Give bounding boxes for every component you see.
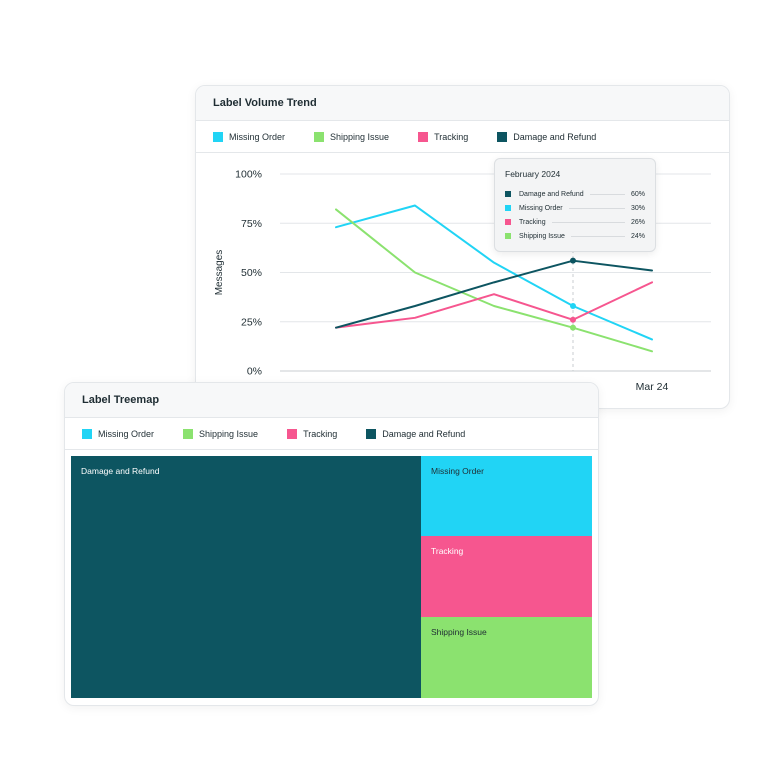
legend-item-damage-and-refund[interactable]: Damage and Refund: [497, 131, 597, 142]
treemap-card-title: Label Treemap: [65, 383, 598, 418]
legend-label: Tracking: [434, 131, 469, 142]
y-tick-label: 75%: [241, 218, 262, 230]
treemap-cell-shipping-issue[interactable]: Shipping Issue: [421, 617, 592, 698]
legend-item-damage-and-refund[interactable]: Damage and Refund: [366, 428, 466, 439]
treemap-cell-label: Damage and Refund: [81, 466, 160, 476]
data-point: [570, 302, 576, 309]
legend-swatch: [366, 428, 377, 439]
series-line: [335, 208, 653, 353]
data-point: [570, 316, 576, 323]
legend-label: Shipping Issue: [199, 428, 259, 439]
treemap: Damage and Refund Missing Order Tracking…: [71, 456, 592, 698]
chart-tooltip: February 2024 Damage and Refund 60% Miss…: [494, 158, 656, 252]
tooltip-value: 30%: [630, 204, 645, 212]
treemap-cell-label: Missing Order: [431, 466, 484, 476]
treemap-cell-tracking[interactable]: Tracking: [421, 536, 592, 617]
treemap-legend: Missing Order Shipping Issue Tracking Da…: [65, 418, 598, 450]
y-tick-label: 25%: [241, 316, 262, 328]
tooltip-value: 60%: [630, 190, 645, 198]
series-line: [335, 204, 653, 341]
trend-card-title: Label Volume Trend: [196, 86, 729, 121]
tooltip-title: February 2024: [505, 169, 561, 179]
y-tick-label: 50%: [241, 267, 262, 279]
treemap-cell-label: Shipping Issue: [431, 627, 487, 637]
legend-label: Missing Order: [98, 428, 155, 439]
tooltip-series-name: Damage and Refund: [519, 190, 584, 198]
treemap-cell-damage-and-refund[interactable]: Damage and Refund: [71, 456, 421, 698]
tooltip-leader-line: [568, 207, 625, 209]
legend-label: Shipping Issue: [330, 131, 390, 142]
y-tick-label: 0%: [247, 366, 262, 378]
tooltip-row: Shipping Issue 24%: [495, 229, 655, 243]
legend-item-missing-order[interactable]: Missing Order: [213, 131, 286, 142]
series-line: [335, 281, 653, 329]
label-volume-trend-card: Label Volume Trend Missing Order Shippin…: [195, 85, 730, 409]
legend-item-shipping-issue[interactable]: Shipping Issue: [183, 428, 259, 439]
legend-label: Damage and Refund: [382, 428, 466, 439]
legend-item-shipping-issue[interactable]: Shipping Issue: [314, 131, 390, 142]
tooltip-row: Missing Order 30%: [495, 201, 655, 215]
data-point: [570, 324, 576, 331]
tooltip-leader-line: [589, 193, 625, 195]
tooltip-row: Tracking 26%: [495, 215, 655, 229]
legend-label: Damage and Refund: [513, 131, 597, 142]
trend-legend: Missing Order Shipping Issue Tracking Da…: [196, 121, 729, 153]
tooltip-value: 24%: [630, 232, 645, 240]
legend-swatch: [497, 131, 508, 142]
tooltip-swatch: [505, 191, 511, 197]
legend-item-tracking[interactable]: Tracking: [418, 131, 469, 142]
treemap-cell-label: Tracking: [431, 546, 464, 556]
tooltip-leader-line: [551, 221, 625, 223]
legend-swatch: [82, 428, 92, 439]
x-tick-label: Mar 24: [636, 381, 669, 393]
label-treemap-card: Label Treemap Missing Order Shipping Iss…: [64, 382, 599, 706]
legend-label: Missing Order: [229, 131, 286, 142]
y-tick-label: 100%: [235, 169, 262, 181]
legend-label: Tracking: [303, 428, 338, 439]
tooltip-swatch: [505, 205, 511, 211]
tooltip-swatch: [505, 219, 511, 225]
legend-swatch: [183, 428, 194, 439]
legend-item-missing-order[interactable]: Missing Order: [82, 428, 155, 439]
tooltip-row: Damage and Refund 60%: [495, 187, 655, 201]
tooltip-value: 26%: [630, 218, 645, 226]
tooltip-swatch: [505, 233, 511, 239]
legend-item-tracking[interactable]: Tracking: [287, 428, 338, 439]
legend-swatch: [213, 131, 223, 142]
treemap-cell-missing-order[interactable]: Missing Order: [421, 456, 592, 536]
tooltip-leader-line: [570, 235, 625, 237]
data-point: [570, 257, 576, 264]
series-line: [335, 259, 653, 329]
legend-swatch: [314, 131, 325, 142]
y-axis-label: Messages: [214, 250, 225, 296]
legend-swatch: [418, 131, 429, 142]
tooltip-series-name: Shipping Issue: [519, 232, 565, 240]
tooltip-series-name: Missing Order: [519, 204, 563, 212]
tooltip-series-name: Tracking: [519, 218, 546, 226]
legend-swatch: [287, 428, 298, 439]
